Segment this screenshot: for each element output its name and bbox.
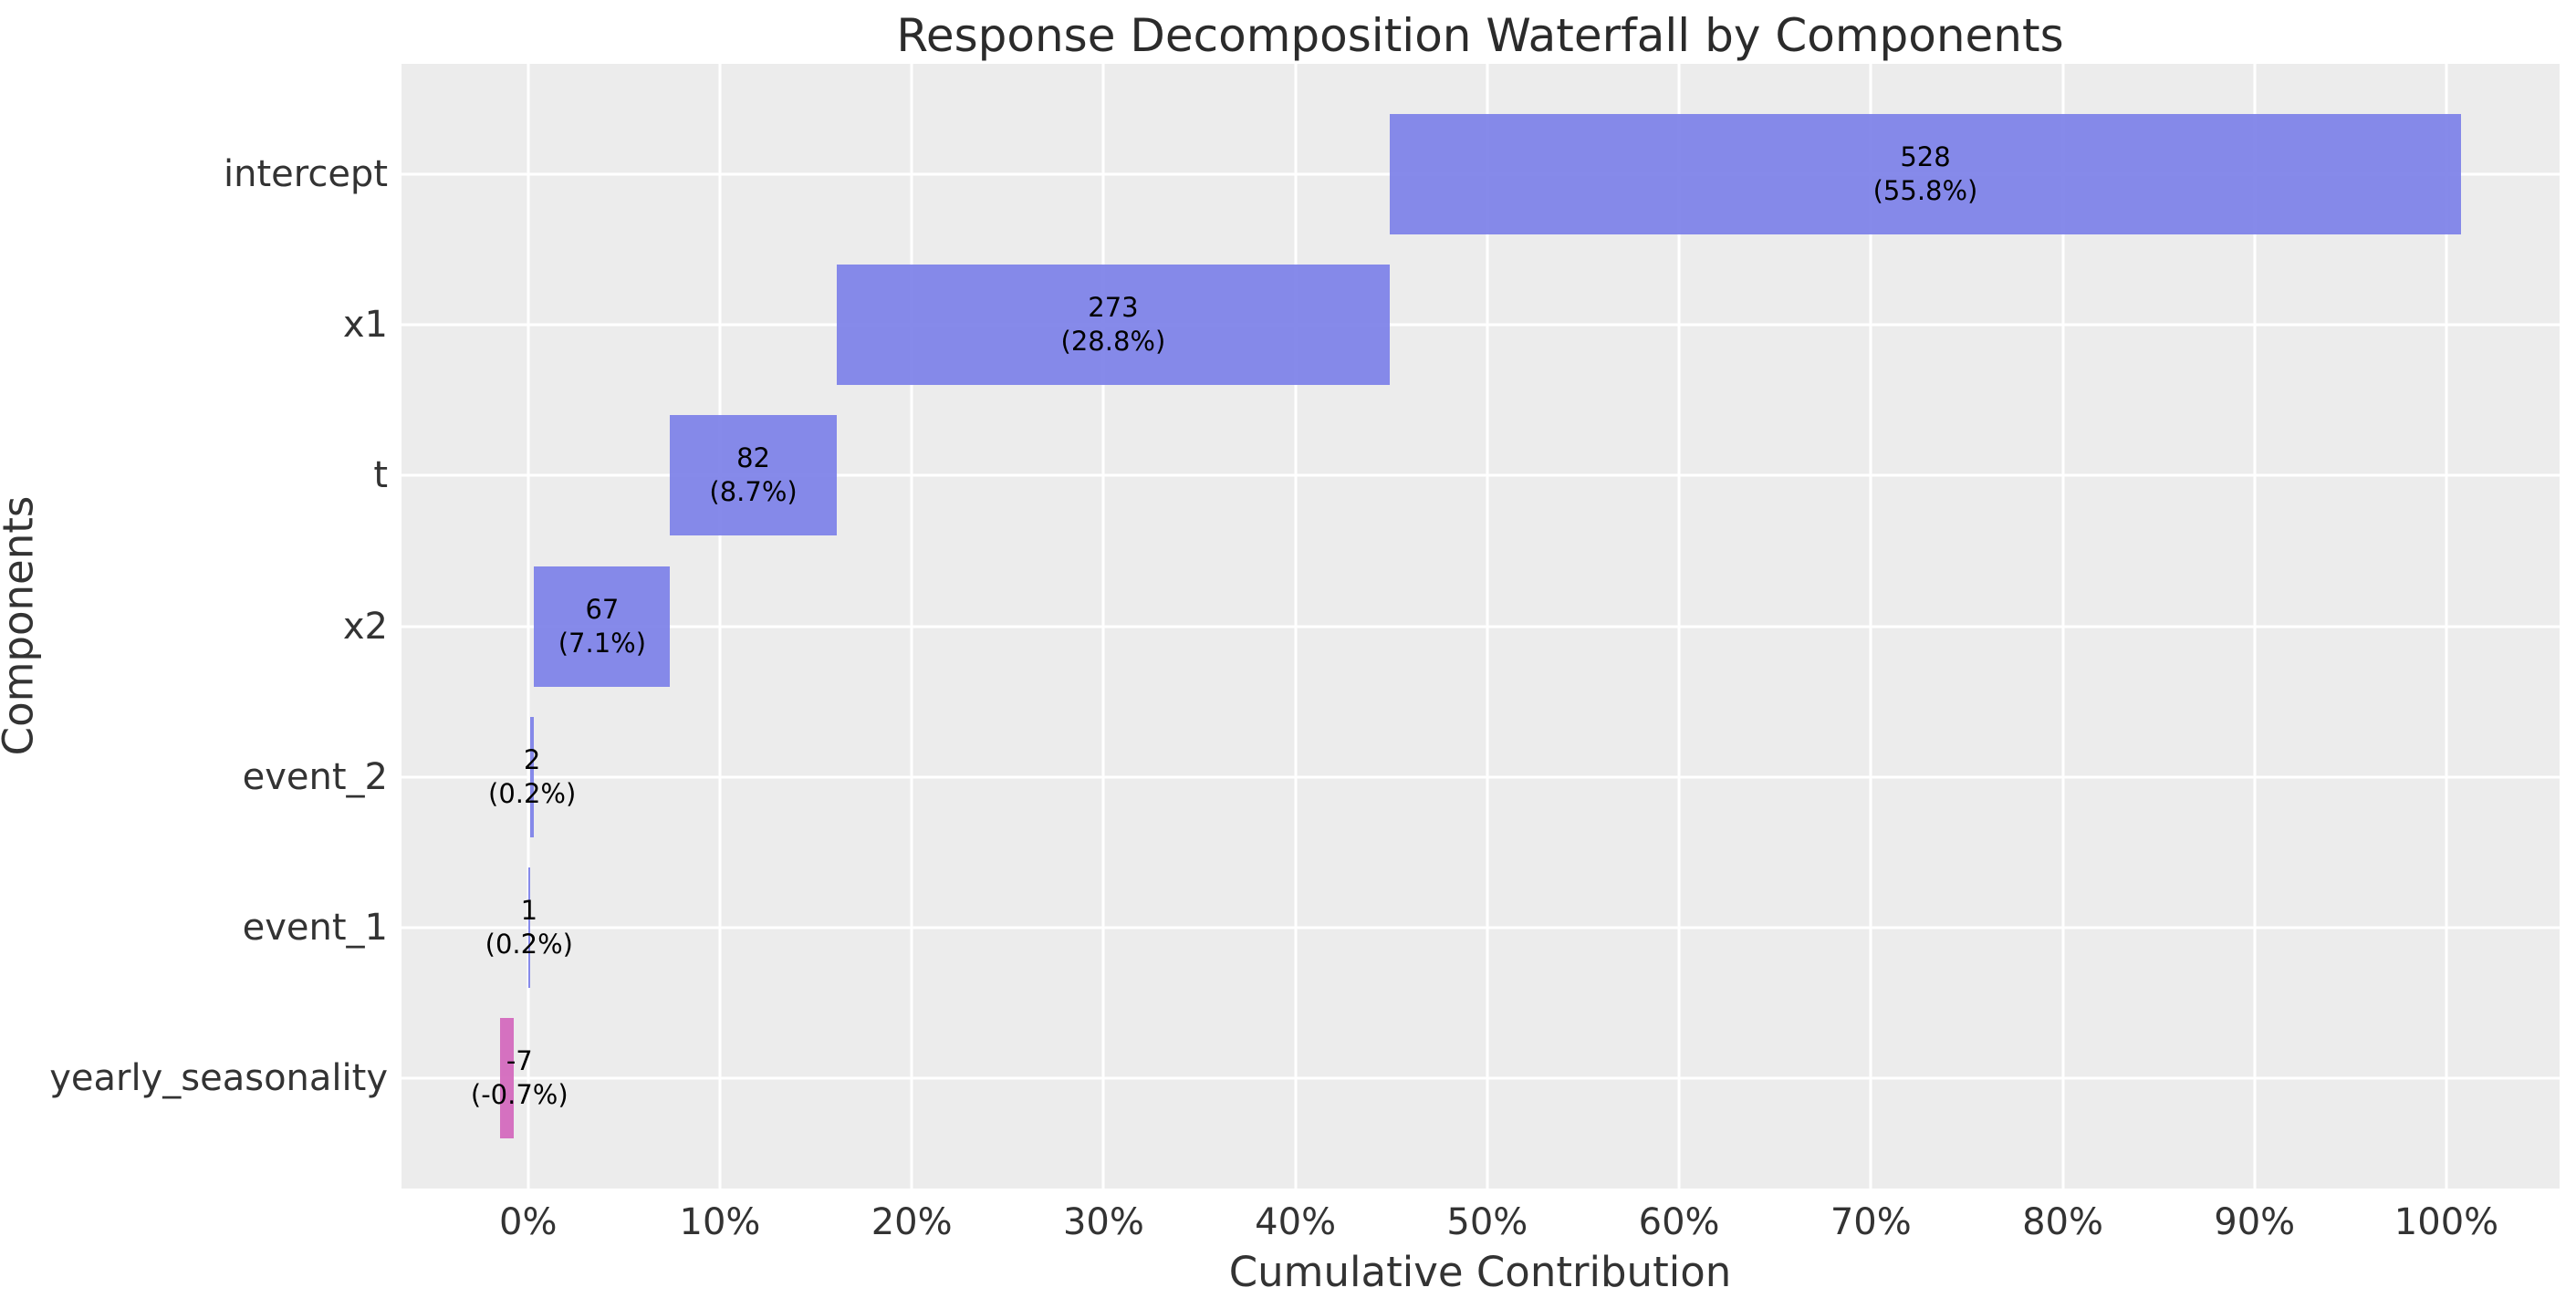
y-gridline xyxy=(402,775,2560,779)
waterfall-bar-x1 xyxy=(836,265,1391,386)
y-gridline xyxy=(402,473,2560,477)
bar-value: 1 xyxy=(520,894,538,926)
bar-value: 82 xyxy=(736,442,770,474)
waterfall-bar-x2 xyxy=(534,566,671,687)
bar-label-yearly_seasonality: -7 (-0.7%) xyxy=(471,1044,568,1112)
bar-label-event_1: 1 (0.2%) xyxy=(485,894,573,961)
chart-title: Response Decomposition Waterfall by Comp… xyxy=(896,9,2064,62)
bar-value: 273 xyxy=(1088,292,1139,324)
x-tick-label-50: 50% xyxy=(1446,1201,1528,1243)
y-tick-label-event_1: event_1 xyxy=(242,906,388,949)
x-tick-label-80: 80% xyxy=(2022,1201,2103,1243)
bar-percentage: (0.2%) xyxy=(488,777,577,809)
bar-value: 2 xyxy=(523,743,541,775)
waterfall-bar-event_2 xyxy=(530,716,535,837)
x-tick-label-10: 10% xyxy=(679,1201,761,1243)
x-tick-label-30: 30% xyxy=(1062,1201,1144,1243)
y-tick-label-event_2: event_2 xyxy=(242,755,388,798)
x-axis-title: Cumulative Contribution xyxy=(1228,1248,1732,1296)
y-gridline xyxy=(402,625,2560,628)
bar-percentage: (7.1%) xyxy=(558,627,647,659)
x-tick-label-70: 70% xyxy=(1830,1201,1912,1243)
bar-value: 528 xyxy=(1900,141,1951,172)
y-gridline xyxy=(402,323,2560,327)
x-tick-label-90: 90% xyxy=(2214,1201,2296,1243)
bar-percentage: (0.2%) xyxy=(485,928,573,960)
waterfall-bar-event_1 xyxy=(527,867,531,988)
waterfall-bar-intercept xyxy=(1390,114,2461,234)
y-tick-label-x2: x2 xyxy=(342,605,388,648)
bar-percentage: (28.8%) xyxy=(1060,326,1166,358)
bar-label-x2: 67 (7.1%) xyxy=(558,593,646,660)
x-tick-label-100: 100% xyxy=(2393,1201,2499,1243)
x-tick-label-0: 0% xyxy=(499,1201,558,1243)
waterfall-bar-t xyxy=(670,415,837,536)
plot-area: 528 (55.8%) 273 (28.8%) 82 (8.7%) 67 (7.1%) 2 (0.… xyxy=(402,64,2560,1189)
bar-percentage: (8.7%) xyxy=(709,476,798,508)
y-axis-title: Components xyxy=(0,495,43,756)
bar-value: 67 xyxy=(585,593,620,625)
waterfall-bar-yearly_seasonality xyxy=(499,1018,515,1139)
y-tick-label-intercept: intercept xyxy=(224,153,388,195)
x-tick-label-40: 40% xyxy=(1255,1201,1337,1243)
bar-label-intercept: 528 (55.8%) xyxy=(1873,140,1978,208)
x-tick-label-60: 60% xyxy=(1638,1201,1720,1243)
bar-value: -7 xyxy=(506,1045,533,1077)
bar-percentage: (55.8%) xyxy=(1872,175,1978,206)
bar-label-t: 82 (8.7%) xyxy=(709,441,797,509)
y-tick-label-yearly_seasonality: yearly_seasonality xyxy=(49,1057,388,1100)
bar-label-x1: 273 (28.8%) xyxy=(1061,291,1166,358)
y-tick-label-t: t xyxy=(373,454,388,497)
y-gridline xyxy=(402,926,2560,929)
bar-percentage: (-0.7%) xyxy=(470,1079,568,1111)
y-gridline xyxy=(402,1076,2560,1080)
bar-label-event_2: 2 (0.2%) xyxy=(488,743,576,811)
x-tick-label-20: 20% xyxy=(871,1201,953,1243)
y-tick-label-x1: x1 xyxy=(342,304,388,347)
